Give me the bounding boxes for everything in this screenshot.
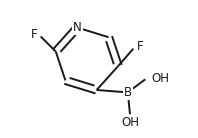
Text: F: F	[136, 40, 143, 53]
Text: N: N	[73, 21, 82, 34]
Text: B: B	[124, 86, 132, 99]
Text: OH: OH	[152, 71, 170, 84]
Text: OH: OH	[121, 116, 139, 129]
Text: F: F	[31, 28, 37, 41]
